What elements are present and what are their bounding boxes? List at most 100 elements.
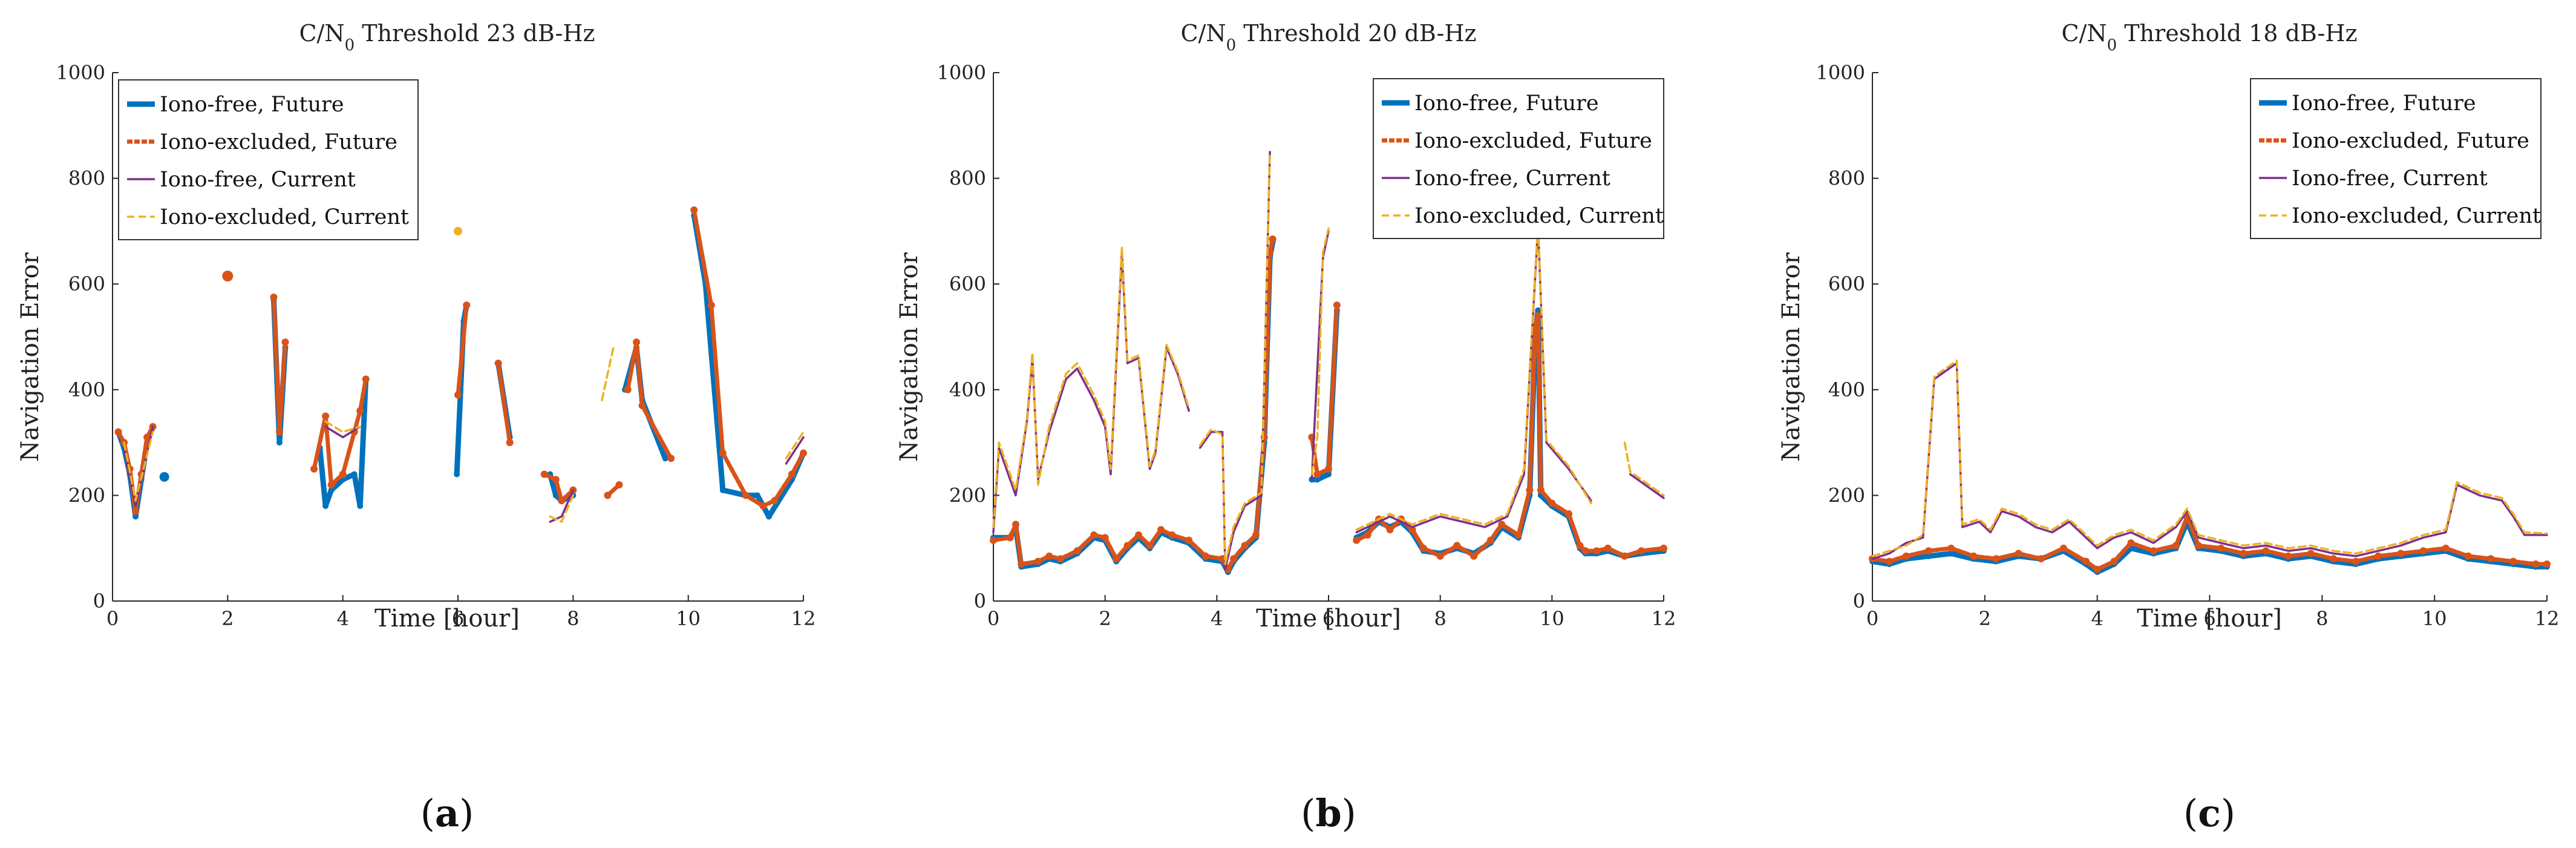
x-tick-label: 4 (336, 607, 348, 630)
y-tick-label: 600 (68, 272, 105, 295)
y-tick-label: 600 (949, 272, 986, 295)
series-iono-free-current (123, 426, 805, 523)
series-line (549, 494, 575, 523)
data-point (759, 502, 767, 510)
legend-box (118, 79, 419, 240)
data-point (1526, 486, 1534, 494)
data-point (322, 412, 330, 420)
data-point (276, 439, 283, 446)
x-tick-label: 2 (1099, 607, 1111, 630)
data-point (2487, 555, 2495, 563)
y-tick-label: 800 (949, 167, 986, 190)
data-point (800, 449, 807, 457)
data-point (719, 449, 727, 457)
series-iono-free-future (990, 238, 1667, 575)
data-point (2284, 552, 2292, 560)
data-point (2307, 550, 2315, 557)
data-point (552, 492, 559, 499)
series-line (123, 430, 154, 502)
y-tick-label: 1000 (1816, 61, 1865, 84)
data-point (1157, 526, 1165, 534)
chart-a-x-axis-label: Time [hour] (374, 605, 520, 633)
y-tick-label: 800 (1828, 167, 1865, 190)
series-line (324, 426, 361, 439)
series-line (691, 212, 806, 519)
y-tick-label: 400 (949, 378, 986, 401)
y-tick-label: 0 (1853, 590, 1865, 613)
series-iono-excluded-current (992, 151, 1665, 565)
data-point (1565, 510, 1573, 518)
series-line (1310, 227, 1330, 476)
chart-c-plot: 0 2 4 6 8 10 12 0 200 400 600 800 1000 Iono-free, Fut… (1816, 61, 2560, 630)
x-tick-label: 10 (2422, 607, 2447, 630)
data-point (1386, 526, 1394, 534)
x-tick-label: 6 (2203, 607, 2215, 630)
x-tick-label: 8 (2316, 607, 2328, 630)
data-point (1230, 555, 1238, 563)
data-point (1113, 555, 1120, 563)
data-point (1948, 550, 1955, 557)
y-tick-label: 0 (93, 590, 105, 613)
data-point (357, 502, 364, 509)
legend-entry: Iono-free, Current (2292, 166, 2488, 191)
data-point (2352, 557, 2360, 565)
data-point (1260, 433, 1268, 441)
chart-b: C/N0 Threshold 20 dB-Hz Time [hour] Navi… (895, 20, 1477, 835)
data-point (558, 497, 566, 505)
chart-c-panel-label: (c) (2183, 791, 2235, 835)
y-tick-label: 400 (68, 378, 105, 401)
data-point (2509, 557, 2517, 565)
data-point (1018, 560, 1025, 568)
data-point (1073, 547, 1081, 555)
data-point (2532, 560, 2540, 568)
y-tick-label: 1000 (937, 61, 986, 84)
data-point (615, 481, 623, 488)
series-line (549, 488, 575, 523)
chart-b-legend: Iono-free, Future Iono-excluded, Future Io… (1373, 78, 1664, 239)
data-point (1486, 536, 1494, 544)
series-line (456, 303, 469, 397)
data-point (1269, 235, 1277, 243)
x-tick-label: 4 (1211, 607, 1223, 630)
data-point (454, 391, 462, 399)
data-point (327, 481, 335, 488)
data-point (771, 497, 779, 505)
data-point (356, 407, 364, 415)
data-point (1006, 534, 1014, 542)
data-point (1970, 552, 1978, 560)
chart-a: C/N0 Threshold 23 dB-Hz Time [hour] Navi… (16, 20, 595, 835)
series-line (496, 361, 512, 445)
data-point (1012, 521, 1019, 528)
data-point (2127, 539, 2135, 547)
y-tick-label: 800 (68, 167, 105, 190)
data-point (275, 428, 283, 436)
data-point (1885, 557, 1893, 565)
data-point (281, 338, 289, 346)
x-tick-label: 0 (987, 607, 999, 630)
data-point (638, 401, 646, 409)
data-point (1326, 471, 1332, 478)
series-line (1871, 362, 2548, 560)
series-iono-free-current (1871, 362, 2548, 560)
data-point (754, 492, 760, 499)
data-point (494, 360, 502, 367)
data-point (339, 470, 347, 478)
data-point (1364, 531, 1371, 539)
data-point (454, 226, 462, 235)
data-point (2543, 560, 2551, 568)
legend-entry: Iono-excluded, Future (1414, 129, 1652, 153)
data-point (1045, 552, 1053, 560)
legend-entry: Iono-free, Future (2292, 91, 2476, 116)
data-point (788, 470, 796, 478)
x-tick-label: 6 (1322, 607, 1335, 630)
series-line (1355, 225, 1592, 534)
data-point (1090, 531, 1098, 539)
data-point (2419, 547, 2427, 555)
legend-box (2250, 78, 2542, 239)
data-point (1453, 542, 1461, 550)
data-point (1593, 547, 1601, 555)
x-tick-label: 8 (1434, 607, 1446, 630)
chart-c: C/N0 Threshold 18 dB-Hz Time [hour] Navi… (1777, 20, 2358, 835)
series-line (1623, 441, 1665, 497)
data-point (1101, 534, 1109, 542)
